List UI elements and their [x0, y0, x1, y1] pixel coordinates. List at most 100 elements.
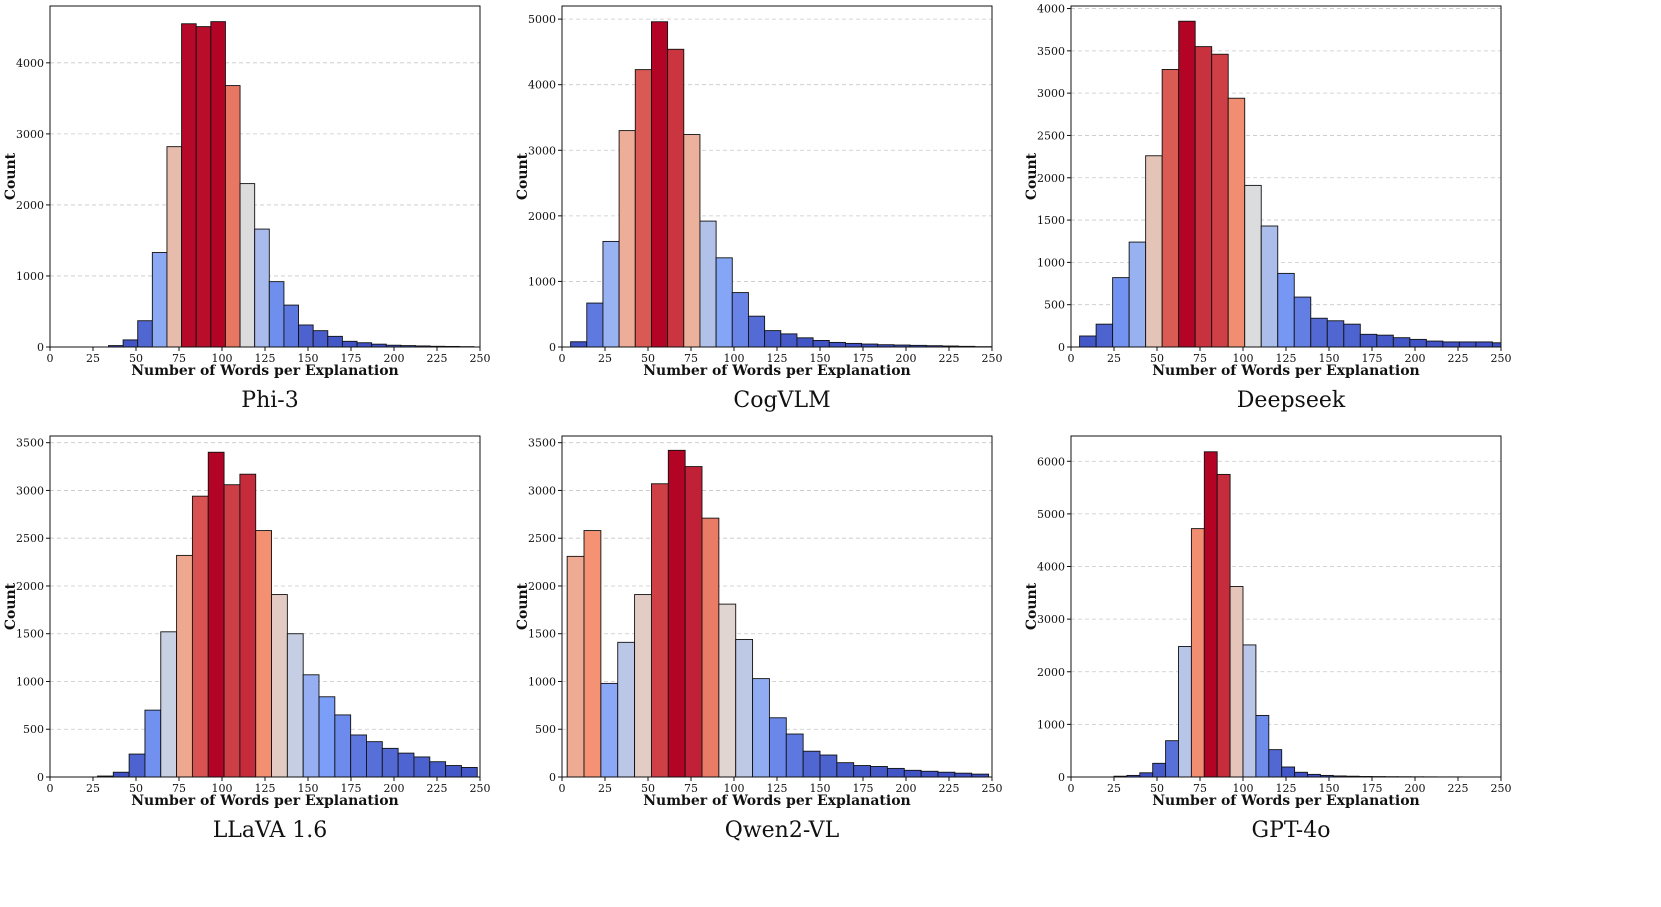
x-tick-label: 0	[559, 352, 566, 365]
x-tick-label: 125	[767, 352, 788, 365]
histogram-bar	[819, 754, 838, 778]
x-tick-label: 50	[129, 782, 143, 795]
x-tick-label: 200	[896, 352, 917, 365]
histogram-bar	[1165, 740, 1179, 778]
histogram-bar	[1139, 772, 1154, 778]
histogram-bar	[350, 734, 367, 778]
x-tick-label: 100	[212, 782, 233, 795]
histogram-bar	[166, 146, 183, 348]
histogram-bar	[1310, 317, 1328, 348]
x-tick-label: 100	[724, 352, 745, 365]
histogram-bar	[1203, 451, 1218, 778]
y-tick-label: 0	[549, 341, 556, 354]
histogram-bar	[920, 770, 939, 778]
histogram-bar	[1178, 20, 1196, 348]
y-tick-label: 3000	[528, 144, 556, 157]
histogram-bar	[1211, 53, 1229, 348]
y-tick-label: 1000	[1037, 256, 1065, 269]
x-tick-label: 175	[341, 782, 362, 795]
x-tick-label: 25	[86, 782, 100, 795]
x-tick-label: 0	[1068, 352, 1075, 365]
histogram-bar	[1293, 296, 1312, 348]
histogram-bar	[802, 750, 821, 778]
histogram-svg: 0 25 50 75 100 125 150 175 200 225 250 0 1000 2000 300…	[515, 5, 1003, 379]
y-tick-label: 0	[549, 771, 556, 784]
histogram-bar	[701, 517, 720, 778]
histogram-bar	[731, 292, 749, 348]
y-tick-label: 3000	[16, 128, 44, 141]
histogram-bar	[1145, 155, 1163, 348]
x-tick-label: 0	[47, 782, 54, 795]
histogram-bar	[239, 473, 257, 778]
x-tick-label: 0	[1068, 782, 1075, 795]
histogram-bar	[684, 466, 703, 778]
histogram-bar	[683, 134, 701, 348]
y-tick-label: 3000	[528, 484, 556, 497]
y-axis-label: Count	[515, 582, 531, 630]
x-tick-label: 250	[982, 352, 1003, 365]
histogram-bar	[1326, 320, 1345, 348]
x-tick-label: 175	[341, 352, 362, 365]
histogram-bar	[1392, 337, 1411, 348]
histogram-bar	[151, 252, 168, 348]
x-tick-label: 125	[255, 782, 276, 795]
x-tick-label: 200	[1405, 782, 1426, 795]
x-tick-label: 150	[298, 352, 319, 365]
x-tick-label: 225	[1448, 352, 1469, 365]
x-tick-label: 25	[598, 782, 612, 795]
chart-caption: Qwen2-VL	[724, 818, 840, 843]
x-tick-label: 125	[1276, 782, 1297, 795]
x-tick-label: 25	[1107, 782, 1121, 795]
histogram-bar	[1178, 646, 1192, 778]
x-axis-label: Number of Words per Explanation	[131, 363, 399, 379]
histogram-bar	[128, 753, 146, 778]
histogram-bar	[195, 26, 212, 348]
histogram-bar	[586, 302, 604, 348]
x-tick-label: 100	[212, 352, 233, 365]
x-tick-label: 150	[1319, 782, 1340, 795]
x-tick-label: 150	[810, 352, 831, 365]
y-tick-label: 2000	[1037, 172, 1065, 185]
histogram-bar	[334, 714, 352, 778]
histogram-bar	[341, 340, 358, 348]
y-tick-label: 5000	[1037, 508, 1065, 521]
x-tick-label: 100	[1233, 352, 1254, 365]
histogram-bar	[903, 769, 922, 778]
x-tick-label: 50	[129, 352, 143, 365]
x-tick-label: 0	[559, 782, 566, 795]
y-tick-label: 2500	[528, 532, 556, 545]
x-axis-label: Number of Words per Explanation	[1152, 793, 1420, 809]
x-tick-label: 175	[1362, 352, 1383, 365]
y-tick-label: 1000	[528, 675, 556, 688]
histogram-bar	[780, 333, 798, 348]
histogram-bar	[1343, 323, 1361, 348]
x-tick-label: 25	[1107, 352, 1121, 365]
x-tick-label: 0	[47, 352, 54, 365]
x-tick-label: 125	[1276, 352, 1297, 365]
x-axis-label: Number of Words per Explanation	[131, 793, 399, 809]
y-tick-label: 0	[1058, 341, 1065, 354]
x-tick-label: 175	[853, 352, 874, 365]
chart-caption: CogVLM	[733, 388, 831, 413]
y-tick-label: 0	[1058, 771, 1065, 784]
histogram-svg: 0 25 50 75 100 125 150 175 200 225 250050010001500…	[1024, 3, 1512, 379]
histogram-bar	[255, 530, 272, 778]
x-tick-label: 75	[684, 782, 698, 795]
histogram-bar	[718, 603, 737, 778]
y-tick-label: 3500	[1037, 45, 1065, 58]
x-tick-label: 175	[853, 782, 874, 795]
histogram-bar	[812, 339, 830, 348]
x-tick-label: 100	[724, 782, 745, 795]
chart-panel-deepseek: 0 25 50 75 100 125 150 175 200 225 250 0 500 1000 1500…	[1021, 0, 1561, 450]
histogram-bar	[268, 281, 285, 348]
chart-caption: Phi-3	[241, 388, 299, 413]
histogram-bar	[1128, 241, 1147, 348]
histogram-bar	[302, 674, 320, 778]
y-tick-label: 4000	[1037, 3, 1065, 16]
y-tick-label: 1000	[528, 275, 556, 288]
histogram-bar	[828, 341, 846, 348]
histogram-bar	[224, 85, 241, 348]
histogram-svg: 0 25 50 75 100 125 150 175 200 225 250050010001500…	[515, 435, 1003, 809]
y-tick-label: 1500	[528, 628, 556, 641]
histogram-bar	[602, 240, 620, 348]
